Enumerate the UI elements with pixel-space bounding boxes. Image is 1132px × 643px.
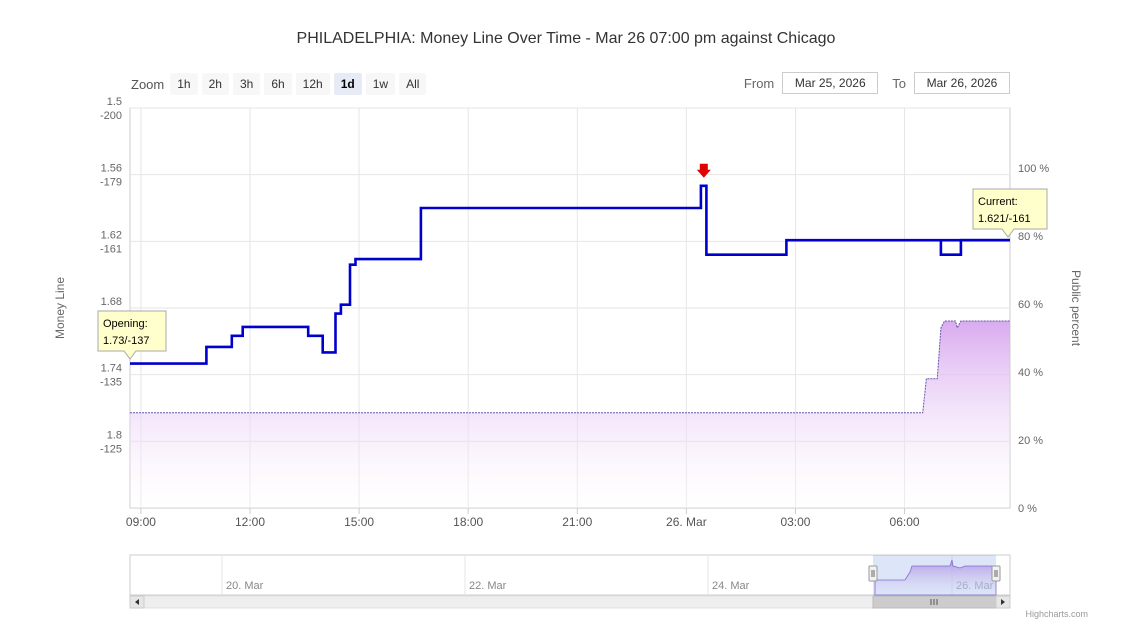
annotations: Opening: 1.73/-137 Current: 1.621/-161	[97, 188, 1048, 360]
opening-tooltip-value: 1.73/-137	[103, 335, 149, 347]
opening-tooltip-box	[97, 310, 167, 360]
zoom-6h-button[interactable]: 6h	[264, 73, 292, 95]
money-line-series	[130, 163, 1010, 365]
y-tick-label-american: -135	[100, 377, 122, 389]
y-tick-label: 1.56	[101, 163, 122, 175]
zoom-selector: Zoom 1h 2h 3h 6h 12h 1d 1w All	[131, 73, 427, 95]
money-line-path	[130, 184, 1010, 365]
date-range-selector: From To	[736, 72, 1010, 94]
chart-title: PHILADELPHIA: Money Line Over Time - Mar…	[296, 30, 836, 47]
zoom-label: Zoom	[131, 76, 165, 92]
navigator-frame	[129, 554, 1011, 596]
x-tick-label: 12:00	[235, 515, 265, 529]
scroll-left-arrow-icon	[135, 599, 139, 605]
y-tick-label: 1.5	[107, 96, 122, 108]
y2-axis-title: Public percent	[1069, 270, 1083, 347]
zoom-all-button[interactable]: All	[399, 73, 427, 95]
zoom-1w-button[interactable]: 1w	[365, 73, 396, 95]
current-tooltip-value: 1.621/-161	[978, 213, 1031, 225]
y-tick-label: 1.68	[101, 296, 122, 308]
navigator-selection	[873, 555, 996, 595]
navigator-tick-label: 20. Mar	[226, 580, 264, 592]
public-percent-area	[130, 321, 1010, 508]
current-tooltip-box	[972, 188, 1048, 238]
scroll-right-arrow-icon	[1001, 599, 1005, 605]
axes: 09:00 12:00 15:00 18:00 21:00 26. Mar 03:00 06:…	[53, 96, 1083, 529]
y2-tick-label: 100 %	[1018, 163, 1049, 175]
navigator-tick-label: 24. Mar	[712, 580, 750, 592]
y-tick-label: 1.62	[101, 229, 122, 241]
to-date-input[interactable]	[914, 72, 1010, 94]
peak-arrow-icon	[696, 163, 711, 178]
y-tick-label-american: -125	[100, 443, 122, 455]
zoom-3h-button[interactable]: 3h	[232, 73, 261, 95]
navigator-handle	[991, 565, 1001, 582]
y-tick-label-american: -179	[100, 177, 122, 189]
x-tick-label: 03:00	[780, 515, 810, 529]
y-axis-title: Money Line	[53, 277, 67, 339]
from-date-input[interactable]	[782, 72, 879, 94]
current-tooltip-label: Current:	[978, 196, 1018, 208]
y-tick-label-american: -200	[100, 110, 122, 122]
x-tick-label: 18:00	[453, 515, 483, 529]
opening-tooltip: Opening: 1.73/-137	[97, 310, 167, 360]
x-tick-label: 21:00	[562, 515, 592, 529]
money-line-late-path	[939, 238, 1010, 256]
opening-tooltip-label: Opening:	[103, 318, 148, 330]
y2-tick-label: 20 %	[1018, 435, 1043, 447]
navigator-handle	[868, 565, 878, 582]
zoom-1h-button[interactable]: 1h	[170, 73, 198, 95]
y-tick-label: 1.8	[107, 429, 122, 441]
current-tooltip: Current: 1.621/-161	[972, 188, 1048, 238]
y2-tick-label: 60 %	[1018, 299, 1043, 311]
y2-tick-label: 80 %	[1018, 231, 1043, 243]
y2-tick-label: 0 %	[1018, 503, 1037, 515]
x-tick-label: 15:00	[344, 515, 374, 529]
navigator-tick-label: 22. Mar	[469, 580, 507, 592]
credits-link[interactable]: Highcharts.com	[1025, 609, 1088, 619]
y-tick-label: 1.74	[101, 363, 122, 375]
y-tick-label-american: -161	[100, 243, 122, 255]
zoom-2h-button[interactable]: 2h	[201, 73, 229, 95]
x-tick-label: 09:00	[126, 515, 156, 529]
y2-tick-label: 40 %	[1018, 367, 1043, 379]
public-percent-line	[130, 320, 1010, 414]
x-tick-label: 06:00	[890, 515, 920, 529]
zoom-12h-button[interactable]: 12h	[295, 73, 330, 95]
zoom-1d-button[interactable]: 1d	[333, 73, 362, 95]
public-percent-series	[130, 320, 1010, 508]
from-label: From	[743, 75, 775, 91]
x-tick-label: 26. Mar	[666, 515, 707, 529]
to-label: To	[892, 75, 906, 91]
